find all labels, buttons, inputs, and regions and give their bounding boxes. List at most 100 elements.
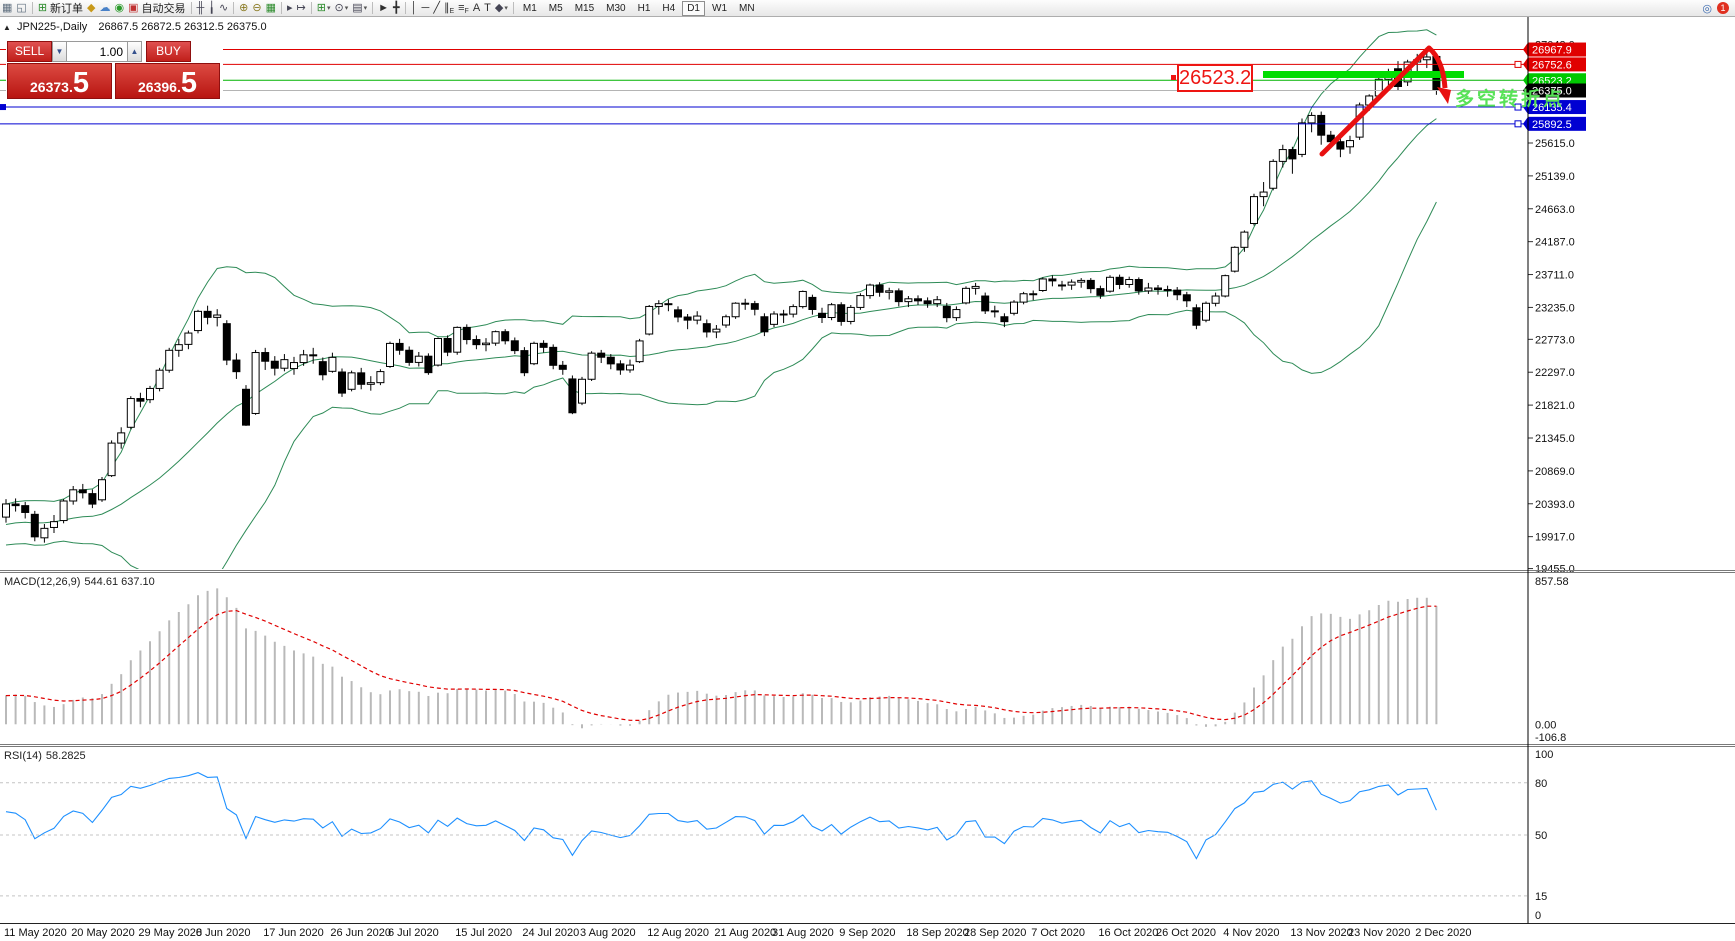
community-icon: ☁ <box>99 1 111 14</box>
date-label: 16 Oct 2020 <box>1098 927 1159 939</box>
toolbar-button-community-icon[interactable]: ☁ <box>98 1 113 15</box>
toolbar-button-window-icon[interactable]: ▦ <box>0 1 14 15</box>
toolbar-button-zoom-out-icon[interactable]: ⊖ <box>250 1 263 15</box>
timeframe-MN[interactable]: MN <box>739 2 755 14</box>
toolbar-button-zoom-in-icon[interactable]: ⊕ <box>237 1 250 15</box>
timeframe-D1[interactable]: D1 <box>682 0 705 16</box>
candle <box>654 303 663 307</box>
crosshair-icon: ╋ <box>393 1 400 14</box>
toolbar-button-vline-icon[interactable]: │ <box>409 1 420 15</box>
toolbar-button-tile-windows-icon[interactable]: ▦ <box>264 1 278 15</box>
timeframe-H1[interactable]: H1 <box>637 2 651 14</box>
toolbar-button-text-icon[interactable]: A <box>471 1 482 15</box>
timeframe-W1[interactable]: W1 <box>712 2 727 14</box>
candle <box>1048 278 1057 282</box>
toolbar-button-templates-icon[interactable]: ▤ ▾ <box>350 1 369 15</box>
timeframe-H4[interactable]: H4 <box>662 2 676 14</box>
candle <box>933 299 942 305</box>
price-tag-text: 26967.9 <box>1532 45 1572 57</box>
candlestick-icon: ╽ <box>208 1 215 14</box>
toolbar-button-bar-chart-icon[interactable]: ╫ <box>195 1 207 15</box>
main-pane <box>2 29 1441 569</box>
candle <box>146 387 154 401</box>
candle <box>510 340 519 352</box>
timeframe-M5[interactable]: M5 <box>548 2 563 14</box>
turning-point-label[interactable]: 多空转折点 <box>1455 89 1566 110</box>
candle <box>270 360 279 369</box>
candle <box>290 362 298 370</box>
toolbar-button-chart-shift-icon[interactable]: ↦ <box>295 1 308 15</box>
toolbar-button-signal-icon[interactable]: ◉ <box>113 1 127 15</box>
dropdown-arrow-icon: ▾ <box>344 5 349 12</box>
candle <box>722 316 730 326</box>
date-label: 24 Jul 2020 <box>522 927 580 939</box>
candle <box>21 505 30 513</box>
toolbar-button-fibonacci-icon[interactable]: ≡ F <box>458 1 469 16</box>
fibonacci-icon: ≡ <box>458 1 465 14</box>
data-window-icon: ◱ <box>16 1 27 14</box>
macd-label: MACD(12,26,9) 544.61 637.10 <box>4 576 155 588</box>
search-icon[interactable]: ◎ <box>1702 2 1712 15</box>
candle <box>1269 160 1278 189</box>
candle <box>1019 293 1028 303</box>
timeframe-M15[interactable]: M15 <box>574 2 595 14</box>
buy-price-box[interactable]: 26396. 5 <box>115 63 220 99</box>
candle <box>405 349 414 363</box>
notification-badge[interactable]: 1 <box>1717 2 1729 14</box>
toolbar-button-shapes-icon[interactable]: ◆ ▾ <box>493 1 510 15</box>
toolbar-button-crosshair-icon[interactable]: ╋ <box>391 1 402 15</box>
date-label: 15 Jul 2020 <box>455 927 513 939</box>
new-order-icon-label: 新订单 <box>50 3 84 15</box>
line-handle <box>1514 120 1522 128</box>
candle <box>1336 141 1345 150</box>
rsi-pane <box>5 772 1437 860</box>
volume-input[interactable] <box>67 41 127 62</box>
candle <box>107 442 116 477</box>
candle <box>1115 276 1124 285</box>
candle <box>875 284 884 293</box>
toolbar-button-periods-icon[interactable]: ⊙ ▾ <box>332 1 350 15</box>
toolbar-button-indicators-icon[interactable]: ⊞ ▾ <box>315 1 333 15</box>
svg-text:80: 80 <box>1535 778 1547 790</box>
toolbar-button-hline-icon[interactable]: ─ <box>420 1 432 15</box>
date-label: 26 Oct 2020 <box>1156 927 1216 939</box>
sell-button[interactable]: SELL <box>7 41 52 62</box>
timeframe-M30[interactable]: M30 <box>606 2 626 14</box>
axis-tick-label: 22297.0 <box>1535 367 1575 379</box>
sell-price-box[interactable]: 26373. 5 <box>7 63 112 99</box>
candle <box>674 309 682 318</box>
candle <box>520 350 529 374</box>
toolbar-button-auto-scroll-icon[interactable]: ▸ <box>285 1 295 15</box>
volume-increase-button[interactable]: ▲ <box>127 41 142 62</box>
candle <box>443 338 452 353</box>
candle <box>962 287 970 304</box>
candle <box>914 298 922 302</box>
toolbar-button-trendline-icon[interactable]: ╱ <box>431 1 442 15</box>
volume-decrease-button[interactable]: ▼ <box>52 41 67 62</box>
buy-button[interactable]: BUY <box>146 41 191 62</box>
price-annotation-box[interactable]: 26523.2 <box>1177 64 1253 92</box>
candle <box>1038 278 1047 291</box>
toolbar-button-candlestick-icon[interactable]: ╽ <box>206 1 217 15</box>
toolbar-button-line-chart-icon[interactable]: ∿ <box>217 1 230 15</box>
axis-tick-label: 23235.0 <box>1535 302 1575 314</box>
toolbar-button-stamp-icon[interactable]: ◆ <box>85 1 97 15</box>
candle <box>731 302 740 318</box>
toolbar-button-data-window-icon[interactable]: ◱ <box>14 1 28 15</box>
timeframe-M1[interactable]: M1 <box>522 2 537 14</box>
toolbar-button-cursor-icon[interactable]: ► <box>376 1 391 15</box>
toolbar-button-new-order-icon[interactable]: ⊞ 新订单 <box>36 1 85 16</box>
axis-tick-label: 22773.0 <box>1535 334 1575 346</box>
price-tag-text: 26375.0 <box>1532 85 1572 97</box>
price-tag-26752.6 <box>1528 57 1586 72</box>
axis-tick-label: 19455.0 <box>1535 564 1575 576</box>
toolbar-button-channel-icon[interactable]: ∥ E <box>443 1 455 16</box>
candle <box>818 312 826 319</box>
periods-icon: ⊙ <box>334 1 344 14</box>
candle <box>309 354 318 357</box>
date-label: 12 Aug 2020 <box>647 927 709 939</box>
collapse-icon[interactable]: ▲ <box>3 23 11 32</box>
toolbar-button-label-icon[interactable]: T <box>482 1 493 15</box>
toolbar-button-autotrade-icon[interactable]: ▣ 自动交易 <box>126 1 187 16</box>
